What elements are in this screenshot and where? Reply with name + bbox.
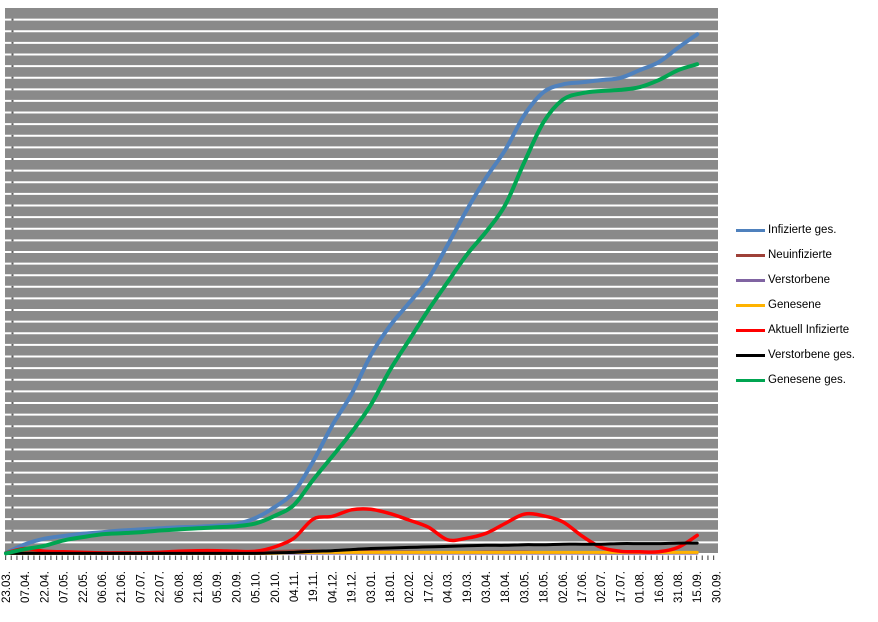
series-line-genesene-ges[interactable] [4, 62, 700, 556]
x-axis-label: 15.09. [692, 571, 704, 603]
x-axis-label: 23.03. [1, 571, 13, 603]
x-axis-label: 06.06. [97, 571, 109, 603]
plot-area[interactable] [5, 8, 718, 554]
legend-line-sample [736, 329, 765, 332]
legend-item-neuinfizierte[interactable]: Neuinfizierte [736, 243, 855, 268]
x-axis-label: 19.12. [347, 571, 359, 603]
legend-item-verstorbene[interactable]: Verstorbene [736, 268, 855, 293]
legend-item-verstorbene-ges[interactable]: Verstorbene ges. [736, 343, 855, 368]
x-axis-label: 02.02. [404, 571, 416, 603]
x-axis-label: 03.05. [519, 571, 531, 603]
x-axis-labels: 23.03. 07.04. 22.04. 07.05. 22.05. 06.06. 21.0… [1, 571, 723, 603]
legend-item-genesene[interactable]: Genesene [736, 293, 855, 318]
x-axis-label: 03.04. [481, 571, 493, 603]
x-axis-label: 06.08. [174, 571, 186, 603]
x-axis-label: 21.06. [116, 571, 128, 603]
legend-label: Genesene ges. [768, 373, 847, 386]
x-axis-label: 04.11. [289, 571, 301, 602]
x-axis-label: 18.04. [500, 571, 512, 603]
x-axis-label: 05.09. [212, 571, 224, 603]
x-axis-label: 18.05. [539, 571, 551, 603]
x-axis-label: 03.01. [366, 571, 378, 603]
legend-label: Genesene [768, 298, 822, 311]
x-axis-label: 19.11. [308, 571, 320, 602]
gridlines [5, 18, 718, 555]
x-axis-label: 16.08. [654, 571, 666, 603]
x-axis-label: 20.09. [231, 571, 243, 603]
x-axis-label: 05.10. [251, 571, 263, 603]
legend-line-sample [736, 254, 765, 257]
legend-line-sample [736, 279, 765, 282]
x-axis-label: 02.07. [596, 571, 608, 603]
legend-line-sample [736, 229, 765, 232]
x-axis-label: 20.10. [270, 571, 282, 603]
x-axis-label: 07.04. [20, 571, 32, 603]
legend-label: Verstorbene [768, 273, 831, 286]
x-axis-label: 07.05. [59, 571, 71, 603]
series-line-verstorbene-ges[interactable] [4, 541, 699, 555]
x-axis-label: 22.07. [155, 571, 167, 603]
x-axis-label: 17.07. [615, 571, 627, 603]
x-axis-label: 01.08. [635, 571, 647, 603]
x-axis-label: 31.08. [673, 571, 685, 603]
legend-item-infizierte-ges[interactable]: Infizierte ges. [736, 218, 855, 243]
x-axis-label: 04.12. [327, 571, 339, 603]
legend-line-sample [736, 354, 765, 357]
x-axis-label: 22.04. [39, 571, 51, 603]
x-axis-label: 17.06. [577, 571, 589, 603]
legend-item-genesene-ges[interactable]: Genesene ges. [736, 368, 855, 393]
legend-label: Infizierte ges. [768, 223, 837, 236]
x-axis-label: 02.06. [558, 571, 570, 603]
x-axis-ticks [5, 555, 715, 560]
legend-line-sample [736, 304, 765, 307]
legend-label: Aktuell Infizierte [768, 323, 850, 336]
x-axis-label: 30.09. [711, 571, 723, 603]
legend-label: Neuinfizierte [768, 248, 832, 261]
chart-legend: Infizierte ges. Neuinfizierte Verstorben… [736, 218, 855, 393]
series-line-infizierte-ges[interactable] [4, 32, 700, 555]
x-axis-label: 07.07. [135, 571, 147, 603]
legend-item-aktuell-infizierte[interactable]: Aktuell Infizierte [736, 318, 855, 343]
x-axis-label: 04.03. [443, 571, 455, 603]
x-axis-label: 22.05. [78, 571, 90, 603]
x-axis-label: 17.02. [423, 571, 435, 603]
legend-line-sample [736, 379, 765, 382]
x-axis-label: 18.01. [385, 571, 397, 603]
x-axis-label: 19.03. [462, 571, 474, 603]
legend-label: Verstorbene ges. [768, 348, 855, 361]
x-axis-label: 21.08. [193, 571, 205, 603]
